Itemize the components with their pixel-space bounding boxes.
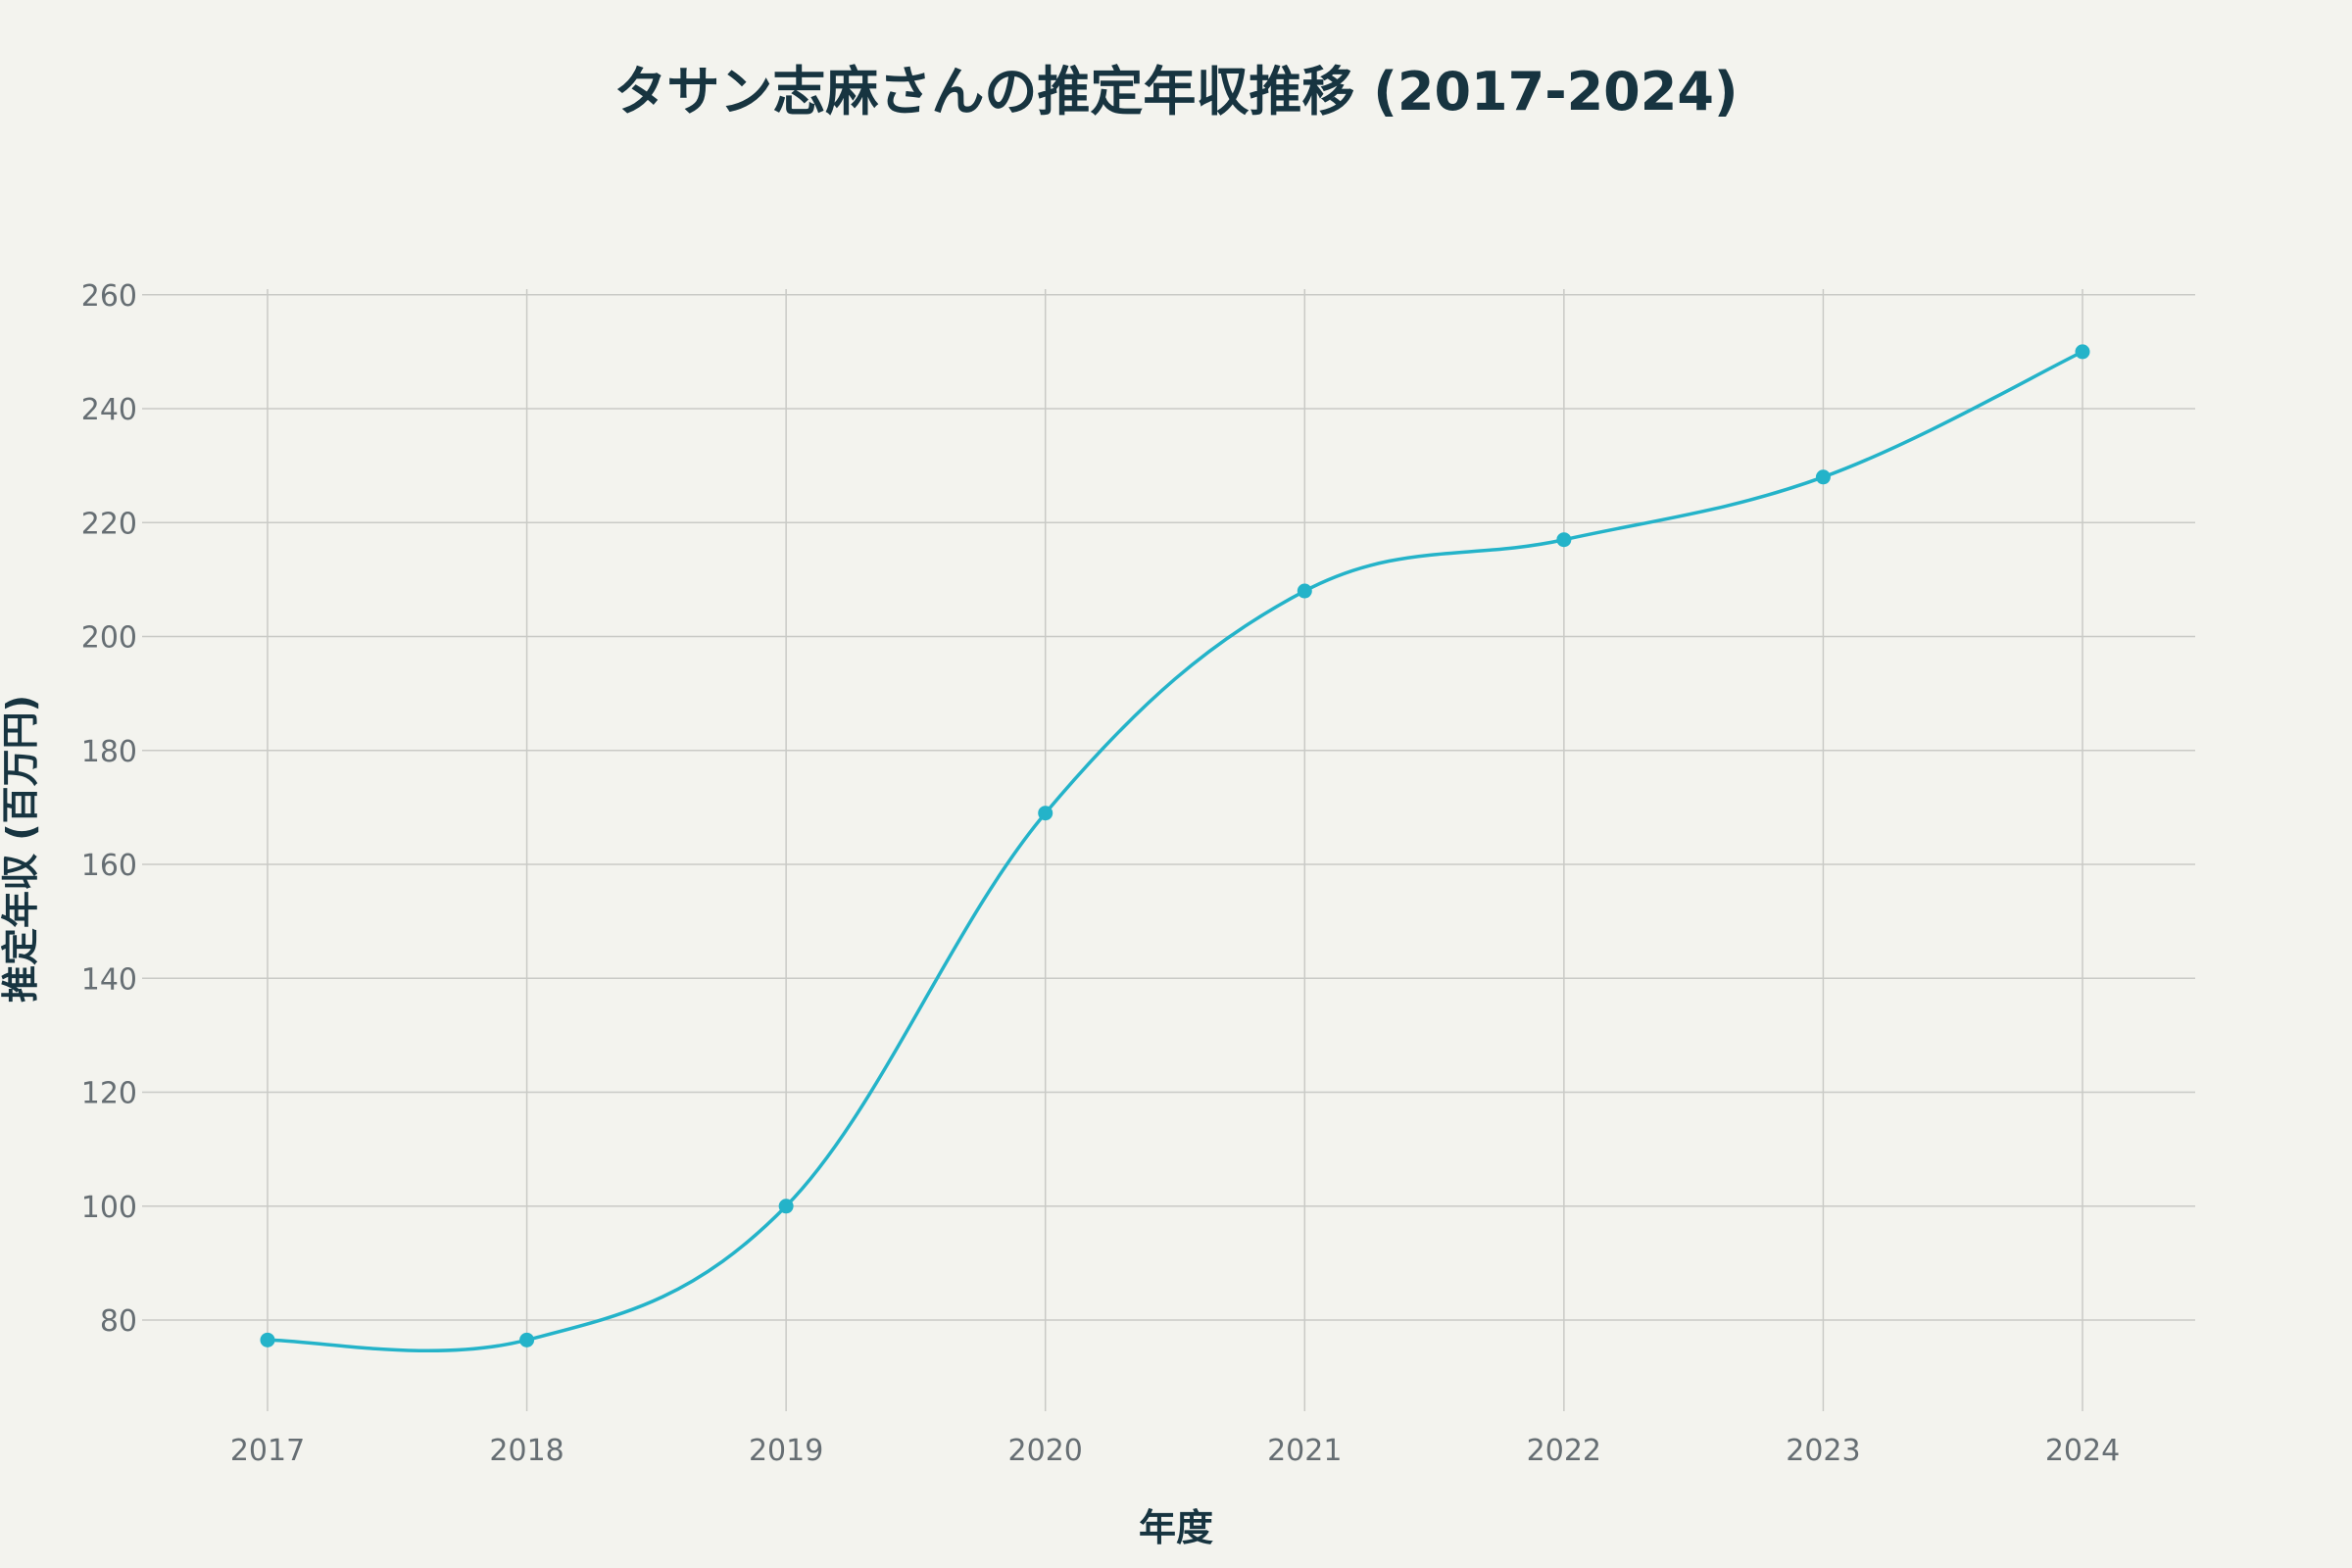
data-point-2019 <box>778 1199 794 1214</box>
y-tick-label: 180 <box>81 735 137 769</box>
series-layer <box>267 350 2083 1352</box>
x-tick-label: 2021 <box>1267 1434 1342 1468</box>
y-tick-label: 160 <box>81 849 137 883</box>
data-point-2024 <box>2075 344 2090 360</box>
grid <box>142 289 2195 1411</box>
data-point-2023 <box>1815 469 1831 485</box>
x-tick-label: 2018 <box>489 1434 564 1468</box>
y-tick-label: 240 <box>81 393 137 427</box>
x-tick-label: 2022 <box>1527 1434 1601 1468</box>
y-axis-title: 推定年収 (百万円) <box>0 695 42 1003</box>
series-line <box>267 350 2083 1352</box>
x-axis-ticks: 2017 2018 2019 2020 2021 2022 2023 2024 <box>230 1434 2120 1468</box>
y-tick-label: 260 <box>81 279 137 314</box>
data-point-2021 <box>1297 583 1312 599</box>
data-point-2018 <box>519 1332 535 1348</box>
data-point-2017 <box>260 1332 275 1348</box>
y-tick-label: 100 <box>81 1191 137 1225</box>
y-tick-label: 120 <box>81 1077 137 1111</box>
x-tick-label: 2024 <box>2045 1434 2120 1468</box>
data-point-2020 <box>1038 806 1054 821</box>
data-point-2022 <box>1556 532 1572 548</box>
x-axis-title: 年度 <box>1139 1506 1213 1549</box>
y-tick-label: 80 <box>100 1304 137 1339</box>
y-axis-ticks: 80 100 120 140 160 180 200 220 240 260 <box>81 279 137 1339</box>
x-tick-label: 2020 <box>1008 1434 1083 1468</box>
y-tick-label: 220 <box>81 507 137 541</box>
x-tick-label: 2019 <box>749 1434 823 1468</box>
x-tick-label: 2017 <box>230 1434 305 1468</box>
x-tick-label: 2023 <box>1786 1434 1860 1468</box>
data-points <box>260 344 2090 1348</box>
y-tick-label: 200 <box>81 621 137 656</box>
y-tick-label: 140 <box>81 962 137 997</box>
chart-title: タサン志麻さんの推定年収推移 (2017-2024) <box>613 61 1738 122</box>
